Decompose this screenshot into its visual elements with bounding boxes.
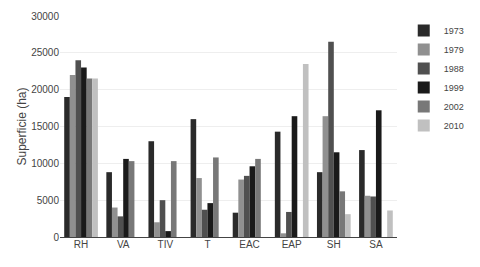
svg-text:T: T (204, 239, 210, 250)
svg-text:0: 0 (53, 232, 59, 243)
svg-text:30000: 30000 (31, 11, 59, 22)
svg-text:TIV: TIV (158, 239, 174, 250)
svg-text:SA: SA (369, 239, 383, 250)
svg-text:SH: SH (327, 239, 341, 250)
svg-text:Superficie (ha): Superficie (ha) (15, 87, 29, 165)
svg-text:1999: 1999 (444, 83, 464, 93)
svg-text:1988: 1988 (444, 64, 464, 74)
svg-text:VA: VA (117, 239, 130, 250)
svg-text:10000: 10000 (31, 158, 59, 169)
svg-text:2010: 2010 (444, 121, 464, 131)
svg-text:5000: 5000 (37, 195, 60, 206)
svg-text:15000: 15000 (31, 121, 59, 132)
svg-text:EAC: EAC (239, 239, 260, 250)
svg-text:2002: 2002 (444, 102, 464, 112)
svg-text:25000: 25000 (31, 47, 59, 58)
svg-text:1973: 1973 (444, 26, 464, 36)
svg-text:RH: RH (74, 239, 88, 250)
svg-text:1979: 1979 (444, 45, 464, 55)
svg-text:EAP: EAP (282, 239, 302, 250)
svg-text:20000: 20000 (31, 84, 59, 95)
